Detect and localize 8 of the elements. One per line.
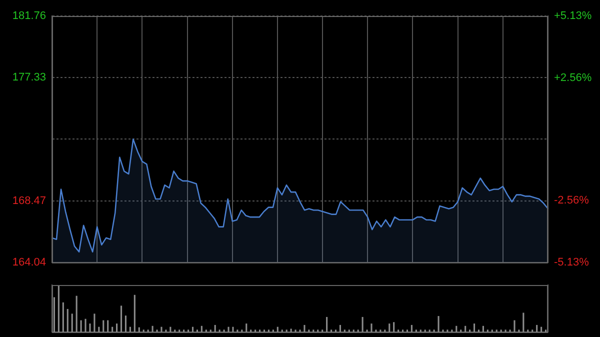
y-tick-label: 177.33 bbox=[12, 72, 46, 84]
y2-tick-label: -2.56% bbox=[554, 194, 590, 207]
y-tick-label: 168.47 bbox=[12, 194, 46, 207]
y-tick-label: 181.76 bbox=[12, 10, 46, 22]
y2-tick-label: +2.56% bbox=[554, 72, 592, 84]
y-tick-label: 164.04 bbox=[12, 256, 46, 268]
y2-tick-label: +5.13% bbox=[554, 10, 592, 22]
y2-tick-label: -5.13% bbox=[554, 256, 590, 268]
